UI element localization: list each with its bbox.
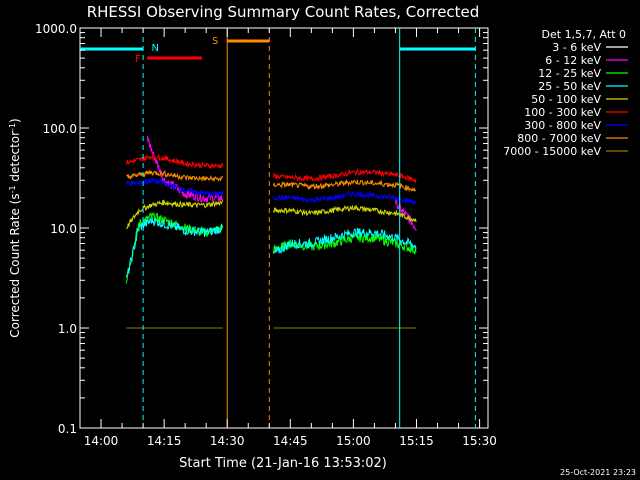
x-tick-label: 15:00 — [336, 434, 371, 448]
y-tick-label: 1000.0 — [35, 22, 77, 36]
legend-entry-label: 25 - 50 keV — [538, 80, 601, 93]
series-line — [125, 176, 224, 198]
series-line — [125, 153, 224, 170]
x-tick-label: 14:30 — [210, 434, 245, 448]
x-tick-label: 14:00 — [84, 434, 119, 448]
x-tick-label: 15:15 — [399, 434, 434, 448]
series-line — [273, 204, 417, 223]
legend-entry-label: 12 - 25 keV — [538, 67, 601, 80]
legend-entry-label: 800 - 7000 keV — [517, 132, 601, 145]
series-line — [273, 135, 417, 150]
plot-frame — [79, 27, 489, 429]
legend-entry-label: 300 - 800 keV — [524, 119, 601, 132]
series-line — [125, 120, 224, 368]
legend-entry-label: 100 - 300 keV — [524, 106, 601, 119]
marker-label-night: N — [152, 43, 159, 54]
legend-entry-label: 6 - 12 keV — [545, 54, 601, 67]
series-line — [273, 190, 417, 206]
legend-entry-label: 3 - 6 keV — [552, 41, 601, 54]
y-tick-label: 10.0 — [50, 222, 77, 236]
series-line — [273, 167, 417, 184]
x-tick-label: 14:15 — [147, 434, 182, 448]
axes-layer: 0.1 1.0 10.0 100.0 1000.0 14:00 14:15 14:30 14:4… — [35, 22, 497, 448]
y-tick-label: 100.0 — [43, 122, 77, 136]
series-line — [273, 227, 417, 255]
y-axis-label: Corrected Count Rate (s-1 detector-1) — [8, 118, 23, 337]
y-tick-label: 0.1 — [58, 422, 77, 436]
marker-label-flare: F — [135, 54, 141, 65]
legend-header: Det 1,5,7, Att 0 — [542, 28, 626, 41]
series-line — [146, 136, 224, 205]
series-layer — [125, 120, 417, 368]
series-line — [273, 178, 417, 193]
series-line — [126, 199, 224, 229]
marker-label-saa: S — [212, 36, 218, 47]
generation-timestamp: 25-Oct-2021 23:23 — [560, 468, 636, 477]
legend-entry-label: 50 - 100 keV — [531, 93, 601, 106]
legend-entry-label: 7000 - 15000 keV — [503, 145, 601, 158]
series-line — [395, 198, 417, 232]
x-tick-label: 15:30 — [462, 434, 497, 448]
markers-layer: NF S — [80, 28, 476, 428]
chart-title: RHESSI Observing Summary Count Rates, Co… — [87, 3, 480, 21]
series-line — [125, 216, 223, 278]
y-tick-label: 1.0 — [58, 322, 77, 336]
series-line — [126, 169, 224, 182]
x-tick-label: 14:45 — [273, 434, 308, 448]
x-axis-label: Start Time (21-Jan-16 13:53:02) — [179, 456, 387, 471]
